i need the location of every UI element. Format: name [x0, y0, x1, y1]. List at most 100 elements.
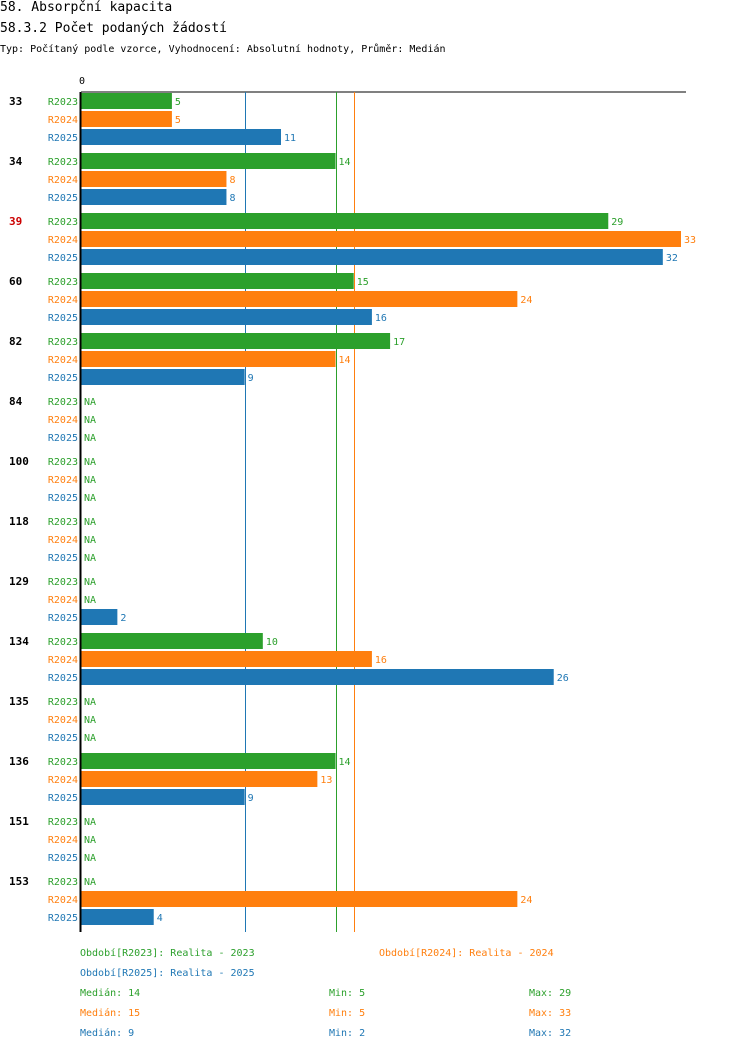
value-label: 24: [520, 895, 532, 906]
series-label: R2025: [48, 493, 78, 504]
na-label: NA: [84, 595, 96, 606]
series-label: R2024: [48, 835, 78, 846]
series-label: R2024: [48, 415, 78, 426]
category-label: 136: [9, 755, 29, 768]
value-label: 16: [375, 313, 387, 324]
bar-r2025-33: [81, 129, 281, 145]
bar-r2023-60: [81, 273, 354, 289]
value-label: 24: [520, 295, 532, 306]
series-label: R2023: [48, 697, 78, 708]
category-label: 118: [9, 515, 29, 528]
stat-median-r2023: Medián: 14: [80, 988, 141, 999]
series-label: R2025: [48, 253, 78, 264]
bar-r2025-134: [81, 669, 554, 685]
legend-r2024: Období[R2024]: Realita - 2024: [379, 948, 554, 959]
bar-r2024-82: [81, 351, 336, 367]
series-label: R2023: [48, 397, 78, 408]
bar-r2025-153: [81, 909, 154, 925]
series-label: R2023: [48, 757, 78, 768]
value-label: 16: [375, 655, 387, 666]
stat-median-r2024: Medián: 15: [80, 1008, 141, 1019]
bar-r2023-33: [81, 93, 172, 109]
value-label: 13: [320, 775, 332, 786]
stat-max-r2024: Max: 33: [529, 1008, 572, 1019]
na-label: NA: [84, 415, 96, 426]
bar-chart: 0 33 R2023 5 R2024 5 R2025 11 34 R2023 14 R2024 8 R20…: [9, 76, 696, 932]
page-title: 58. Absorpční kapacita: [0, 0, 173, 15]
na-label: NA: [84, 733, 96, 744]
value-label: 26: [557, 673, 569, 684]
series-label: R2025: [48, 913, 78, 924]
bar-r2025-136: [81, 789, 245, 805]
series-label: R2025: [48, 733, 78, 744]
bar-r2024-153: [81, 891, 518, 907]
legend-r2025: Období[R2025]: Realita - 2025: [80, 968, 255, 979]
value-label: 4: [157, 913, 163, 924]
value-label: 5: [175, 115, 181, 126]
series-label: R2024: [48, 475, 78, 486]
series-label: R2023: [48, 817, 78, 828]
bar-r2025-129: [81, 609, 118, 625]
value-label: 14: [339, 157, 351, 168]
bar-r2024-34: [81, 171, 227, 187]
na-label: NA: [84, 817, 96, 828]
stat-max-r2025: Max: 32: [529, 1028, 572, 1039]
series-label: R2024: [48, 235, 78, 246]
series-label: R2023: [48, 637, 78, 648]
stat-min-r2025: Min: 2: [329, 1028, 366, 1039]
series-label: R2024: [48, 295, 78, 306]
category-label: 60: [9, 275, 22, 288]
legend-r2023: Období[R2023]: Realita - 2023: [80, 948, 255, 959]
series-label: R2023: [48, 577, 78, 588]
na-label: NA: [84, 853, 96, 864]
chart-title: 58.3.2 Počet podaných žádostí: [0, 21, 227, 36]
category-label: 135: [9, 695, 29, 708]
series-label: R2025: [48, 673, 78, 684]
bar-r2024-39: [81, 231, 681, 247]
value-label: 11: [284, 133, 296, 144]
series-label: R2025: [48, 313, 78, 324]
na-label: NA: [84, 835, 96, 846]
value-label: 14: [339, 355, 351, 366]
stat-min-r2023: Min: 5: [329, 988, 366, 999]
series-label: R2024: [48, 595, 78, 606]
value-label: 10: [266, 637, 278, 648]
value-label: 8: [229, 175, 235, 186]
x-tick-label: 0: [79, 76, 85, 87]
series-label: R2023: [48, 217, 78, 228]
series-label: R2024: [48, 655, 78, 666]
bar-r2025-34: [81, 189, 227, 205]
series-label: R2024: [48, 355, 78, 366]
bar-r2025-82: [81, 369, 245, 385]
bar-r2024-33: [81, 111, 172, 127]
value-label: 29: [611, 217, 623, 228]
value-label: 9: [248, 793, 254, 804]
category-label: 34: [9, 155, 23, 168]
series-label: R2023: [48, 457, 78, 468]
series-label: R2025: [48, 133, 78, 144]
series-label: R2023: [48, 157, 78, 168]
bar-r2025-60: [81, 309, 372, 325]
series-label: R2025: [48, 193, 78, 204]
series-label: R2023: [48, 97, 78, 108]
na-label: NA: [84, 433, 96, 444]
category-label: 153: [9, 875, 29, 888]
series-label: R2023: [48, 877, 78, 888]
series-label: R2024: [48, 775, 78, 786]
value-label: 33: [684, 235, 696, 246]
series-label: R2025: [48, 793, 78, 804]
stat-max-r2023: Max: 29: [529, 988, 572, 999]
chart-type-description: Typ: Počítaný podle vzorce, Vyhodnocení:…: [0, 44, 446, 55]
value-label: 8: [229, 193, 235, 204]
bar-r2023-82: [81, 333, 391, 349]
bar-r2024-134: [81, 651, 372, 667]
series-label: R2025: [48, 373, 78, 384]
series-label: R2024: [48, 175, 78, 186]
na-label: NA: [84, 553, 96, 564]
category-label: 33: [9, 95, 22, 108]
na-label: NA: [84, 517, 96, 528]
na-label: NA: [84, 397, 96, 408]
series-label: R2023: [48, 337, 78, 348]
na-label: NA: [84, 715, 96, 726]
series-label: R2025: [48, 553, 78, 564]
